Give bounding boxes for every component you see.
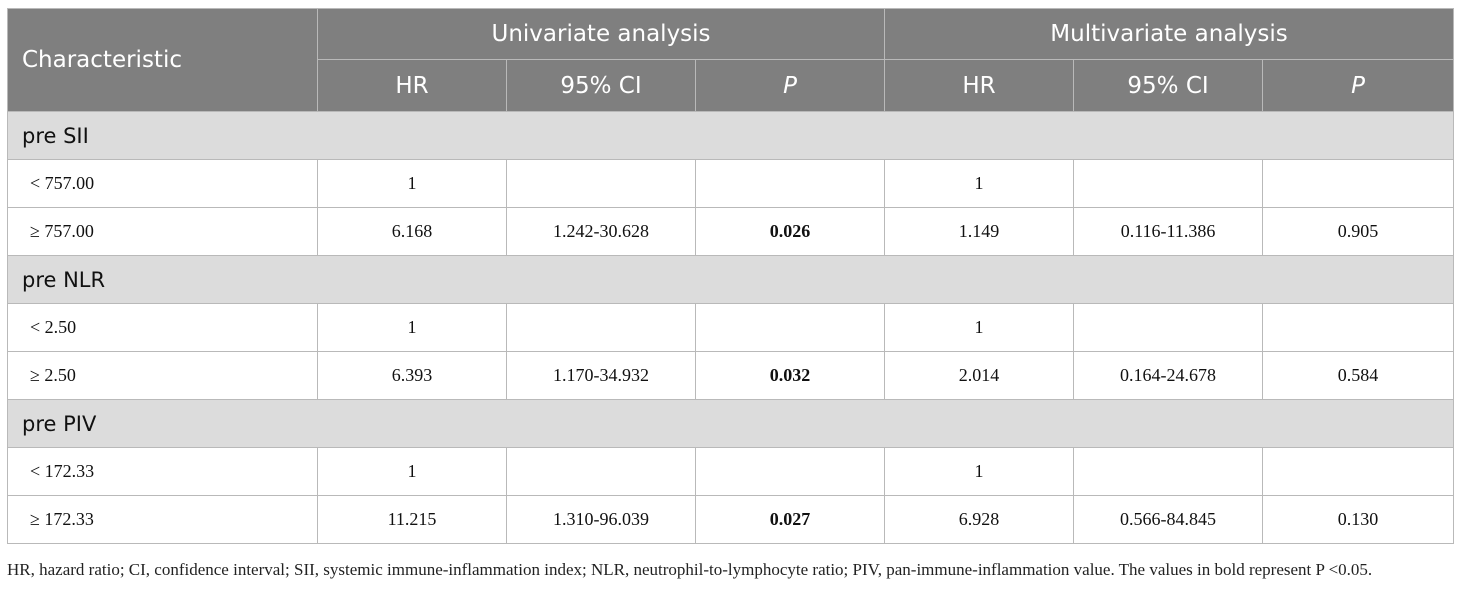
- multivariate-ci-header: 95% CI: [1073, 59, 1264, 112]
- table-row: ≥ 172.33 11.215 1.310-96.039 0.027 6.928…: [7, 495, 1455, 544]
- table-row: < 757.00 1 1: [7, 159, 1455, 208]
- multivariate-ci-cell: 0.566-84.845: [1073, 495, 1264, 544]
- univariate-hr-cell: 6.168: [317, 207, 507, 256]
- univariate-hr-cell: 1: [317, 159, 507, 208]
- characteristic-header: Characteristic: [7, 8, 318, 112]
- univariate-ci-cell: 1.170-34.932: [506, 351, 696, 400]
- univariate-header: Univariate analysis: [316, 8, 886, 60]
- univariate-hr-header: HR: [317, 59, 507, 112]
- row-label: ≥ 757.00: [7, 207, 318, 256]
- multivariate-p-cell: 0.130: [1262, 495, 1455, 544]
- row-label: ≥ 172.33: [7, 495, 318, 544]
- multivariate-hr-cell: 6.928: [884, 495, 1075, 544]
- multivariate-hr-cell: 1: [884, 447, 1075, 496]
- multivariate-p-cell: [1262, 303, 1455, 352]
- univariate-ci-cell: [506, 159, 696, 208]
- group-row: pre NLR: [6, 255, 1455, 304]
- multivariate-header: Multivariate analysis: [884, 8, 1455, 60]
- univariate-p-cell: [694, 303, 886, 352]
- group-row: pre PIV: [6, 399, 1455, 448]
- univariate-ci-cell: 1.242-30.628: [506, 207, 696, 256]
- table-row: ≥ 757.00 6.168 1.242-30.628 0.026 1.149 …: [7, 207, 1455, 256]
- row-label: < 2.50: [7, 303, 318, 352]
- multivariate-p-cell: 0.905: [1262, 207, 1455, 256]
- univariate-hr-cell: 1: [317, 447, 507, 496]
- univariate-ci-cell: [506, 303, 696, 352]
- group-label: pre SII: [6, 111, 1455, 160]
- multivariate-hr-header: HR: [884, 59, 1075, 112]
- row-label: ≥ 2.50: [7, 351, 318, 400]
- univariate-p-cell: [694, 159, 886, 208]
- multivariate-ci-cell: [1073, 159, 1264, 208]
- univariate-p-cell: 0.026: [694, 207, 886, 256]
- univariate-hr-cell: 1: [317, 303, 507, 352]
- multivariate-ci-cell: 0.164-24.678: [1073, 351, 1264, 400]
- univariate-hr-cell: 6.393: [317, 351, 507, 400]
- univariate-ci-cell: 1.310-96.039: [506, 495, 696, 544]
- univariate-p-cell: 0.032: [694, 351, 886, 400]
- multivariate-p-cell: 0.584: [1262, 351, 1455, 400]
- table-row: ≥ 2.50 6.393 1.170-34.932 0.032 2.014 0.…: [7, 351, 1455, 400]
- multivariate-ci-cell: 0.116-11.386: [1073, 207, 1264, 256]
- row-label: < 757.00: [7, 159, 318, 208]
- multivariate-p-cell: [1262, 159, 1455, 208]
- univariate-p-cell: 0.027: [694, 495, 886, 544]
- group-label: pre NLR: [6, 255, 1455, 304]
- multivariate-hr-cell: 2.014: [884, 351, 1075, 400]
- group-row: pre SII: [6, 111, 1455, 160]
- univariate-p-cell: [694, 447, 886, 496]
- univariate-hr-cell: 11.215: [317, 495, 507, 544]
- multivariate-ci-cell: [1073, 303, 1264, 352]
- univariate-ci-cell: [506, 447, 696, 496]
- hazard-ratio-table: Characteristic Univariate analysis Multi…: [6, 8, 1455, 544]
- multivariate-hr-cell: 1: [884, 159, 1075, 208]
- multivariate-p-header: P: [1262, 59, 1455, 112]
- group-label: pre PIV: [6, 399, 1455, 448]
- table-container: Characteristic Univariate analysis Multi…: [6, 8, 1455, 544]
- table-row: < 172.33 1 1: [7, 447, 1455, 496]
- multivariate-hr-cell: 1.149: [884, 207, 1075, 256]
- multivariate-ci-cell: [1073, 447, 1264, 496]
- multivariate-p-cell: [1262, 447, 1455, 496]
- multivariate-hr-cell: 1: [884, 303, 1075, 352]
- table-footnote: HR, hazard ratio; CI, confidence interva…: [7, 560, 1373, 579]
- univariate-p-header: P: [694, 59, 886, 112]
- table-row: < 2.50 1 1: [7, 303, 1455, 352]
- univariate-ci-header: 95% CI: [506, 59, 696, 112]
- row-label: < 172.33: [7, 447, 318, 496]
